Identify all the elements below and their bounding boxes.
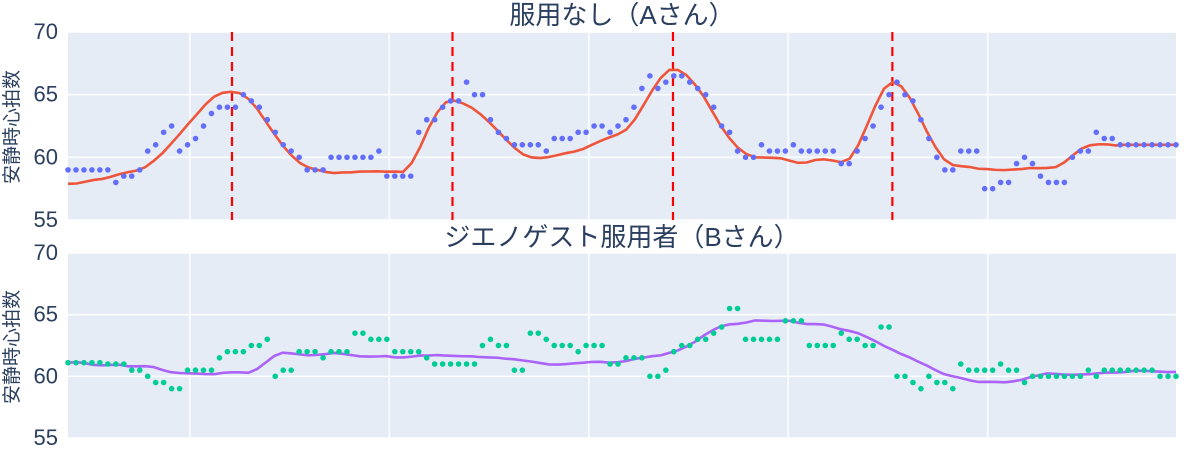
- svg-text:安静時心拍数: 安静時心拍数: [1, 70, 23, 184]
- svg-text:ジエノゲスト服用者（Bさん）: ジエノゲスト服用者（Bさん）: [444, 222, 799, 252]
- svg-text:70: 70: [34, 240, 58, 265]
- svg-text:65: 65: [34, 302, 58, 327]
- svg-text:60: 60: [34, 363, 58, 388]
- svg-text:55: 55: [34, 425, 58, 450]
- svg-text:安静時心拍数: 安静時心拍数: [1, 290, 23, 404]
- svg-text:60: 60: [34, 144, 58, 169]
- svg-text:65: 65: [34, 82, 58, 107]
- svg-text:55: 55: [34, 207, 58, 232]
- svg-text:服用なし（Aさん）: 服用なし（Aさん）: [509, 0, 734, 30]
- svg-text:70: 70: [34, 19, 58, 44]
